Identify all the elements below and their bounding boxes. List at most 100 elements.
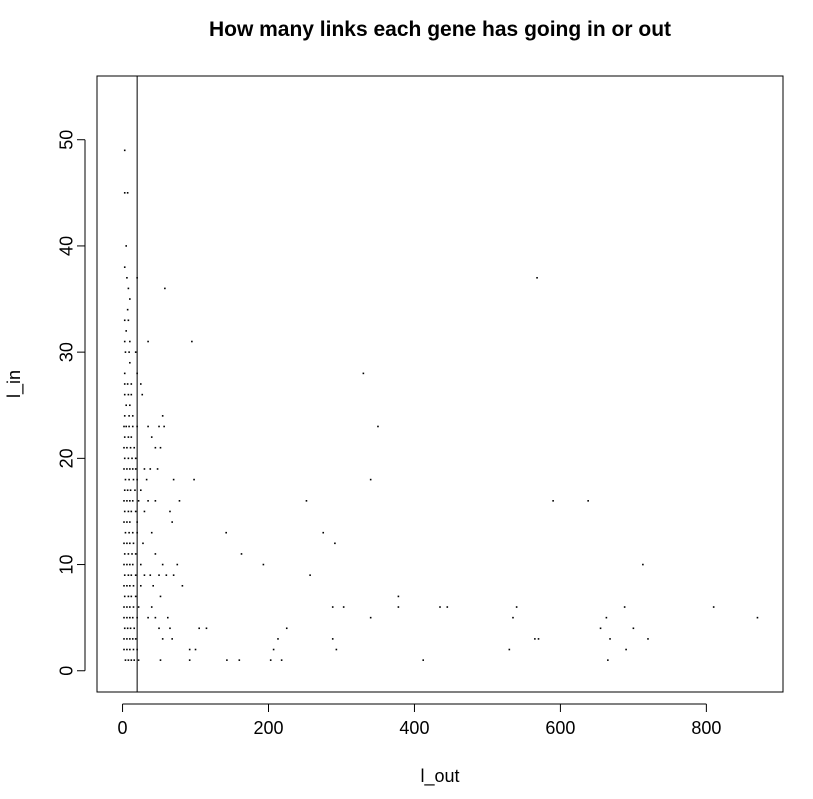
data-point (126, 648, 128, 651)
data-point (147, 340, 149, 343)
data-point (130, 383, 133, 385)
data-point (123, 616, 125, 619)
data-point (165, 574, 168, 576)
data-point (123, 468, 125, 470)
data-point (123, 266, 126, 268)
data-point (129, 361, 131, 364)
data-point (125, 404, 127, 407)
data-point (508, 648, 511, 651)
chart-title: How many links each gene has going in or… (209, 18, 671, 41)
data-point (166, 616, 169, 619)
data-point (124, 351, 127, 353)
data-point (141, 393, 144, 396)
data-point (139, 563, 142, 566)
data-point (123, 489, 126, 492)
data-point (126, 468, 128, 470)
data-point (607, 659, 609, 661)
data-point (126, 521, 128, 523)
data-point (123, 436, 126, 438)
data-point (127, 595, 130, 598)
data-point (131, 616, 134, 619)
data-point (159, 595, 162, 598)
data-point (159, 659, 162, 661)
data-point (150, 531, 153, 534)
data-point (123, 595, 126, 598)
data-point (123, 372, 126, 375)
data-point (128, 478, 130, 481)
data-point (132, 478, 135, 481)
data-point (129, 468, 131, 470)
y-tick-label: 40 (57, 236, 77, 256)
data-point (134, 595, 137, 598)
data-point (131, 468, 134, 470)
data-point (127, 436, 130, 438)
y-tick-label: 0 (57, 666, 77, 676)
data-point (130, 393, 133, 396)
data-point (129, 563, 131, 566)
data-point (129, 446, 132, 449)
data-point (552, 500, 554, 502)
data-point (123, 415, 126, 417)
data-point (277, 638, 279, 640)
data-point (164, 287, 166, 290)
data-point (130, 574, 133, 576)
data-point (150, 436, 153, 438)
data-point (123, 553, 126, 555)
data-point (152, 584, 154, 587)
data-point (132, 584, 135, 587)
data-point (133, 627, 136, 630)
data-point (158, 574, 160, 576)
data-point (126, 276, 128, 279)
data-point (132, 606, 135, 608)
data-point (342, 606, 345, 608)
data-point (171, 521, 173, 523)
data-point (143, 510, 146, 513)
data-point (127, 287, 130, 290)
data-point (154, 553, 157, 555)
data-point (126, 563, 128, 566)
data-point (181, 584, 184, 587)
data-point (188, 659, 191, 661)
data-point (123, 584, 125, 587)
x-axis-label: l_out (420, 766, 459, 787)
data-point (188, 648, 191, 651)
data-point (272, 648, 275, 651)
data-point (605, 616, 608, 619)
data-point (128, 351, 130, 353)
data-point (205, 627, 208, 630)
data-point (131, 500, 134, 502)
data-point (191, 340, 193, 343)
data-point (369, 478, 372, 481)
data-point (163, 425, 165, 428)
data-point (377, 425, 379, 428)
data-point (123, 319, 126, 322)
data-point (126, 638, 128, 640)
data-point (331, 638, 334, 640)
data-point (178, 500, 181, 502)
data-point (129, 404, 131, 407)
y-tick-label: 10 (57, 555, 77, 575)
data-point (147, 616, 149, 619)
data-point (609, 638, 611, 640)
data-point (169, 510, 171, 513)
data-point (127, 553, 130, 555)
data-point (125, 330, 127, 332)
data-point (131, 457, 133, 460)
data-point (156, 468, 159, 470)
data-point (280, 659, 283, 661)
data-point (154, 500, 157, 502)
data-point (134, 351, 137, 353)
data-point (309, 574, 311, 576)
data-point (599, 627, 602, 630)
data-point (172, 478, 175, 481)
data-point (262, 563, 265, 566)
data-point (334, 542, 336, 545)
data-point (161, 563, 164, 566)
data-point (158, 627, 160, 630)
data-point (123, 340, 126, 343)
data-point (130, 595, 133, 598)
x-tick-label: 0 (118, 718, 128, 738)
data-point (123, 425, 125, 428)
data-point (238, 659, 241, 661)
